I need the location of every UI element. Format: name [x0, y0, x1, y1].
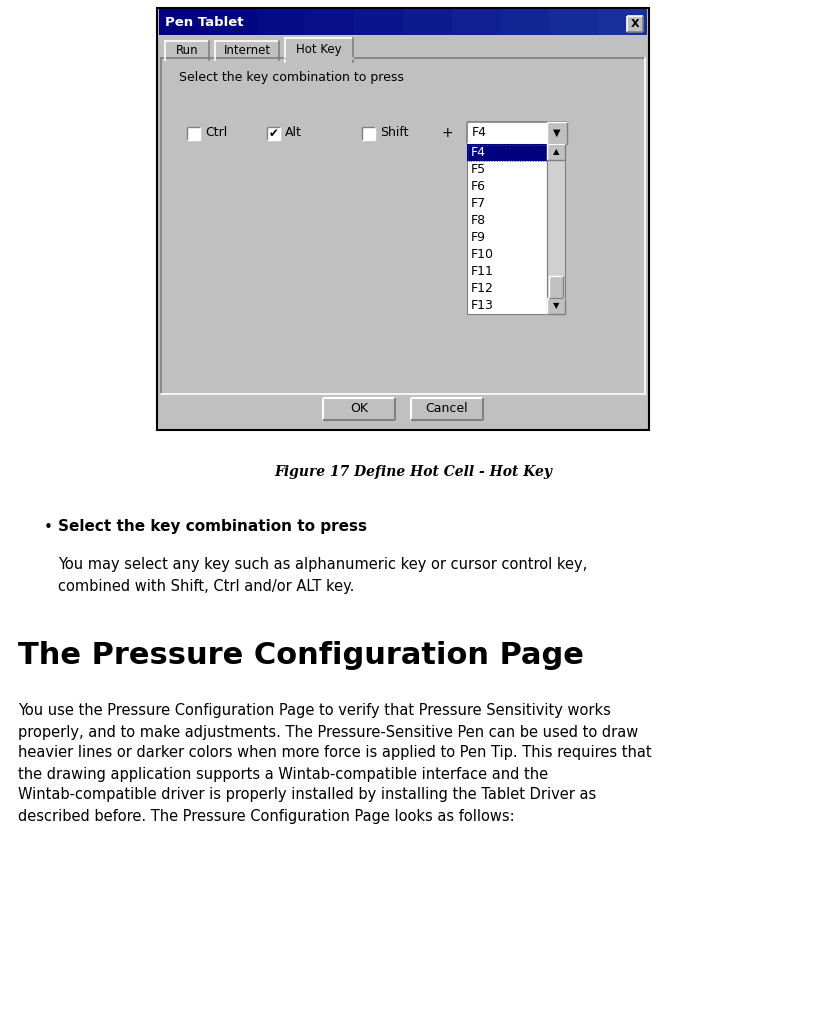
Bar — [215, 41, 279, 60]
Text: You may select any key such as alphanumeric key or cursor control key,: You may select any key such as alphanume… — [58, 558, 587, 572]
Bar — [549, 276, 563, 298]
Bar — [549, 9, 598, 35]
Text: Hot Key: Hot Key — [296, 43, 342, 57]
Bar — [467, 122, 567, 144]
Text: Figure 17 Define Hot Cell - Hot Key: Figure 17 Define Hot Cell - Hot Key — [275, 465, 552, 479]
Text: F9: F9 — [471, 231, 486, 244]
Text: F4: F4 — [472, 126, 487, 139]
Bar — [500, 9, 549, 35]
Bar — [157, 8, 649, 430]
Bar — [362, 126, 375, 139]
Text: Select the key combination to press: Select the key combination to press — [58, 520, 367, 534]
Text: ▼: ▼ — [553, 128, 561, 138]
Text: X: X — [631, 19, 639, 29]
Text: Ctrl: Ctrl — [205, 126, 227, 139]
Text: Cancel: Cancel — [426, 403, 468, 415]
Bar — [305, 9, 354, 35]
Bar — [467, 145, 547, 160]
Text: the drawing application supports a Wintab-compatible interface and the: the drawing application supports a Winta… — [18, 766, 548, 782]
Text: Alt: Alt — [285, 126, 302, 139]
Text: ▼: ▼ — [552, 302, 559, 311]
Text: F8: F8 — [471, 214, 486, 227]
Text: OK: OK — [350, 403, 368, 415]
Text: F7: F7 — [471, 197, 486, 210]
Bar — [627, 15, 643, 32]
Bar — [598, 9, 647, 35]
Bar — [267, 126, 280, 139]
Text: Internet: Internet — [223, 44, 270, 57]
Text: You use the Pressure Configuration Page to verify that Pressure Sensitivity work: You use the Pressure Configuration Page … — [18, 703, 611, 719]
Text: ▲: ▲ — [552, 148, 559, 157]
Text: F4: F4 — [471, 146, 486, 159]
Text: F10: F10 — [471, 248, 494, 261]
Bar — [467, 144, 547, 161]
Bar — [354, 9, 403, 35]
Bar — [547, 144, 565, 160]
Text: F5: F5 — [471, 163, 486, 176]
Bar — [403, 9, 452, 35]
Bar — [165, 41, 209, 60]
Bar — [452, 9, 500, 35]
Text: Run: Run — [175, 44, 198, 57]
Text: F13: F13 — [471, 299, 494, 312]
Text: +: + — [441, 126, 453, 140]
Text: F12: F12 — [471, 282, 494, 295]
Bar — [467, 144, 547, 314]
Bar — [547, 298, 565, 314]
Bar — [208, 9, 256, 35]
Text: Wintab-compatible driver is properly installed by installing the Tablet Driver a: Wintab-compatible driver is properly ins… — [18, 787, 596, 803]
Text: F6: F6 — [471, 180, 486, 193]
Text: described before. The Pressure Configuration Page looks as follows:: described before. The Pressure Configura… — [18, 809, 514, 823]
Bar — [187, 126, 200, 139]
Text: heavier lines or darker colors when more force is applied to Pen Tip. This requi: heavier lines or darker colors when more… — [18, 746, 652, 760]
Text: Pen Tablet: Pen Tablet — [165, 15, 243, 29]
Bar — [159, 9, 208, 35]
Bar — [411, 398, 483, 420]
Bar — [159, 9, 647, 35]
Bar — [161, 58, 645, 394]
Bar — [285, 38, 353, 62]
Bar — [547, 122, 567, 144]
Text: ✔: ✔ — [269, 126, 279, 139]
Text: Shift: Shift — [380, 126, 409, 139]
Text: Select the key combination to press: Select the key combination to press — [179, 71, 404, 85]
Text: combined with Shift, Ctrl and/or ALT key.: combined with Shift, Ctrl and/or ALT key… — [58, 578, 355, 594]
Bar — [547, 144, 565, 314]
Text: •: • — [44, 520, 53, 534]
Text: F11: F11 — [471, 265, 494, 278]
Text: properly, and to make adjustments. The Pressure-Sensitive Pen can be used to dra: properly, and to make adjustments. The P… — [18, 724, 638, 740]
Bar — [256, 9, 305, 35]
Text: The Pressure Configuration Page: The Pressure Configuration Page — [18, 641, 584, 670]
Bar — [323, 398, 395, 420]
